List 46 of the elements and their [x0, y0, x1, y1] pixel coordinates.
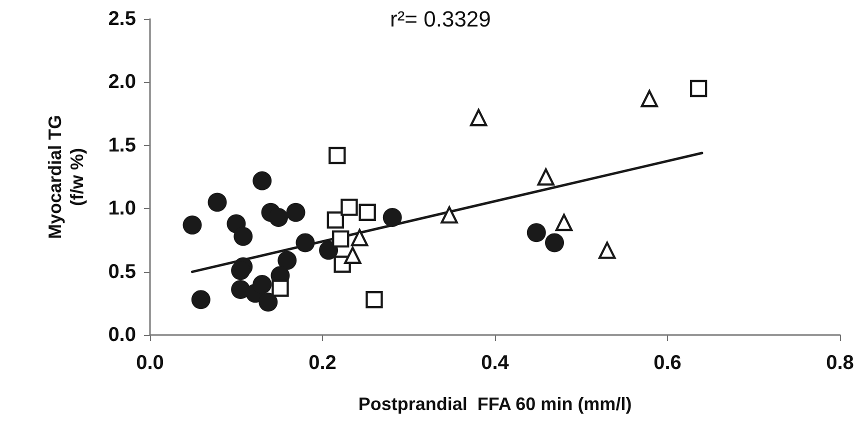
point: [319, 240, 338, 260]
point: [182, 216, 202, 235]
y-tick-label: 2.5: [108, 8, 136, 30]
x-tick-label: 0.8: [826, 352, 854, 374]
point: [278, 250, 297, 270]
y-tick-label: 2.0: [108, 71, 136, 94]
point: [269, 208, 288, 227]
point: [526, 223, 546, 242]
point: [690, 80, 708, 98]
x-tick-label: 0.6: [654, 352, 682, 374]
point: [252, 274, 272, 294]
point: [358, 204, 376, 221]
point: [382, 208, 402, 227]
point: [286, 202, 306, 222]
point: [598, 242, 616, 259]
point: [191, 290, 210, 310]
point: [350, 229, 368, 246]
point: [326, 211, 344, 229]
point: [440, 206, 458, 224]
point: [470, 108, 488, 126]
point: [640, 90, 658, 108]
x-tick-label: 0.0: [136, 352, 164, 374]
point: [208, 192, 227, 212]
point: [332, 230, 350, 248]
point: [296, 233, 315, 252]
y-tick-label: 1.0: [108, 198, 136, 220]
x-tick-label: 0.2: [308, 352, 336, 374]
point: [545, 233, 564, 252]
y-tick-label: 0.5: [108, 260, 136, 283]
point: [234, 226, 253, 246]
y-axis-title: Myocardial TG (f/w %): [45, 114, 87, 240]
point: [252, 171, 272, 190]
x-tick-label: 0.4: [481, 352, 510, 374]
point: [231, 261, 250, 280]
point: [344, 246, 362, 264]
point: [328, 146, 346, 164]
point: [555, 214, 573, 232]
y-tick-label: 1.5: [108, 134, 136, 156]
point: [272, 280, 289, 297]
point: [537, 168, 554, 186]
y-tick-label: 0.0: [108, 324, 136, 346]
x-axis-title: Postprandial FFA 60 min (mm/l): [358, 394, 632, 414]
point: [340, 198, 358, 216]
point: [258, 292, 278, 312]
point: [366, 291, 383, 308]
annotation: r²= 0.3329: [390, 6, 491, 32]
